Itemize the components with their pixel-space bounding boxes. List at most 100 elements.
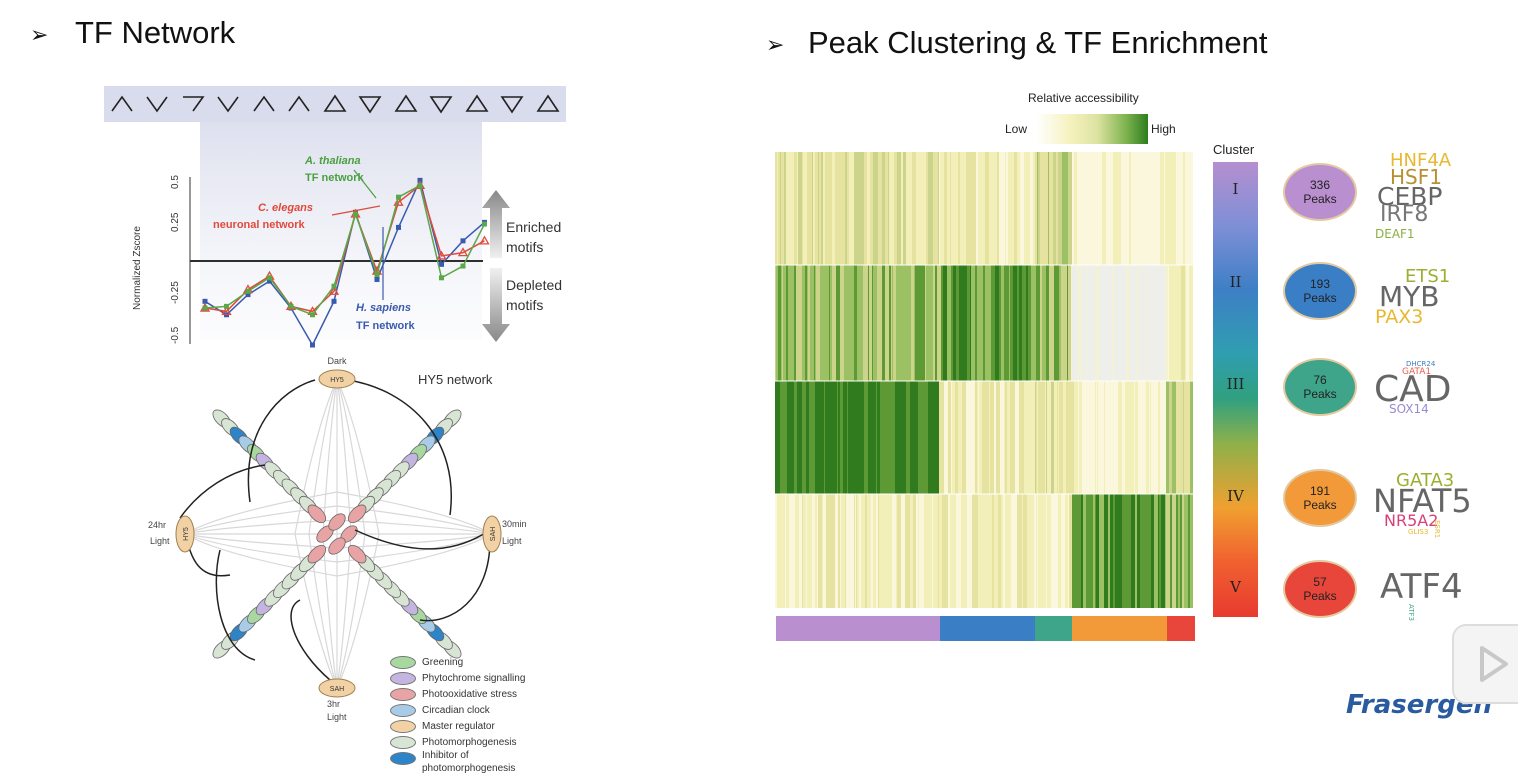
heatmap-cell xyxy=(918,265,922,381)
heatmap-cell xyxy=(832,265,837,381)
legend-item-greening: Greening xyxy=(390,654,525,670)
heatmap-cell xyxy=(1096,494,1098,608)
heatmap-cell xyxy=(947,152,951,265)
heatmap-cell xyxy=(1154,152,1158,265)
legend-label: Greening xyxy=(422,656,464,668)
heatmap-cell xyxy=(999,152,1003,265)
heatmap-cell xyxy=(1189,265,1194,381)
heatmap-cell xyxy=(1048,152,1050,265)
fan-edge xyxy=(294,378,338,535)
heatmap-cell xyxy=(872,381,877,494)
heatmap-cell xyxy=(823,152,826,265)
heatmap-cell xyxy=(926,265,930,381)
heatmap-cell xyxy=(1099,265,1103,381)
heatmap-cell xyxy=(1128,494,1132,608)
heatmap-cell xyxy=(915,265,919,381)
heatmap-cell xyxy=(1007,381,1011,494)
heatmap-cell xyxy=(1135,152,1139,265)
heatmap-cell xyxy=(1102,265,1106,381)
heatmap-cell xyxy=(815,152,819,265)
heatmap-cell xyxy=(1102,152,1107,265)
heatmap-cell xyxy=(1101,381,1105,494)
motif-cebp: CEBP xyxy=(1377,182,1443,211)
heatmap-cell xyxy=(793,494,796,608)
heatmap-cell xyxy=(974,494,978,608)
heatmap-cell xyxy=(1087,494,1089,608)
node-24hr-label: 24hr xyxy=(148,520,166,530)
series-point-athaliana xyxy=(267,275,272,281)
hy5-gene-chains xyxy=(212,409,462,659)
heatmap-cell xyxy=(789,152,792,265)
heatmap-cell xyxy=(1008,152,1013,265)
heatmap-cell xyxy=(856,152,861,265)
heatmap-cell xyxy=(1176,381,1181,494)
legend-oval-icon xyxy=(390,719,416,733)
heatmap-cell xyxy=(1073,152,1075,265)
heatmap-cell xyxy=(1078,381,1080,494)
heatmap-cell xyxy=(780,152,782,265)
legend-item-master: Master regulator xyxy=(390,718,525,734)
heatmap-cell xyxy=(1188,494,1191,608)
video-play-button[interactable] xyxy=(1452,624,1518,704)
heatmap-cell xyxy=(943,265,948,381)
cluster-id-v: V xyxy=(1230,578,1241,596)
heatmap-cell xyxy=(1082,265,1084,381)
heatmap-cell xyxy=(894,494,897,608)
heatmap-cell xyxy=(895,381,898,494)
heatmap-cell xyxy=(1143,152,1147,265)
heatmap-cell xyxy=(972,494,975,608)
node-3hr-label-2: Light xyxy=(327,712,347,722)
heatmap-cell xyxy=(1095,381,1097,494)
cluster-id-iii: III xyxy=(1226,375,1245,393)
hy5-network-title: HY5 network xyxy=(418,372,493,387)
heatmap-cell xyxy=(1169,381,1173,494)
heatmap-cell xyxy=(1151,265,1154,381)
heatmap-cell xyxy=(1058,494,1062,608)
heatmap-cell xyxy=(1161,265,1165,381)
heatmap-cell xyxy=(991,265,993,381)
heatmap-cell xyxy=(1157,265,1160,381)
heatmap-cell xyxy=(1022,265,1027,381)
heatmap-cell xyxy=(887,381,892,494)
heatmap-cell xyxy=(1176,152,1178,265)
heatmap-cell xyxy=(996,152,998,265)
cluster-bar-v xyxy=(1167,616,1195,641)
heatmap-cell xyxy=(950,494,955,608)
heatmap-cell xyxy=(862,265,864,381)
heatmap-cell xyxy=(1005,152,1007,265)
heatmap-cell xyxy=(1081,152,1086,265)
node-30min-label: 30min xyxy=(502,519,527,529)
heatmap-cell xyxy=(789,381,794,494)
heatmap-cell xyxy=(1026,152,1031,265)
hy5-hub-top: HY5 xyxy=(318,369,356,389)
heatmap-cell xyxy=(1127,152,1129,265)
fan-edge xyxy=(184,491,338,535)
heatmap-cell xyxy=(939,494,941,608)
heatmap-cell xyxy=(807,265,809,381)
legend-oval-icon xyxy=(390,687,416,701)
heatmap-cell xyxy=(1046,494,1048,608)
heatmap-cell xyxy=(796,265,799,381)
heatmap-cell xyxy=(848,381,853,494)
heatmap-cell xyxy=(959,494,962,608)
heatmap-cell xyxy=(1115,152,1120,265)
heatmap-cell xyxy=(785,265,787,381)
heatmap-cell xyxy=(1172,381,1177,494)
depleted-label-2: motifs xyxy=(506,297,543,313)
heatmap-cell xyxy=(977,494,979,608)
heatmap-cell xyxy=(897,152,901,265)
heatmap-cell xyxy=(893,265,897,381)
heatmap-cell xyxy=(809,494,813,608)
heatmap-cell xyxy=(891,381,893,494)
heatmap-cell xyxy=(878,494,880,608)
heatmap-cell xyxy=(1038,381,1043,494)
heatmap-cell xyxy=(1161,494,1166,608)
motif-dhcr24: DHCR24 xyxy=(1406,360,1436,368)
heatmap-cell xyxy=(782,265,784,381)
heatmap-cell xyxy=(1135,381,1139,494)
heatmap-cell xyxy=(967,265,971,381)
heatmap-cell xyxy=(973,152,977,265)
heatmap-cell xyxy=(855,494,857,608)
peak-count-badge-ii: 193 Peaks xyxy=(1283,262,1357,320)
accessibility-heatmap xyxy=(775,152,1195,610)
